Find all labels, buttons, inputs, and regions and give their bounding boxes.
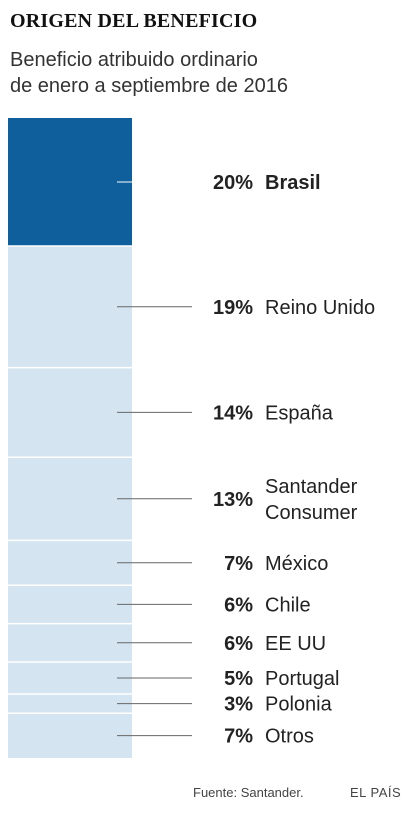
bar-segment [8,118,132,246]
source-note: Fuente: Santander. [193,785,304,800]
category-label: Polonia [265,694,333,716]
category-label: Otros [265,726,314,748]
value-label: 3% [224,694,253,716]
publisher-logo: EL PAÍS [350,785,402,800]
category-label: Chile [265,594,311,616]
bar-segment [8,540,132,586]
value-label: 5% [224,668,253,690]
bar-segment [8,367,132,458]
category-label: EE UU [265,633,326,655]
category-label: Reino Unido [265,297,375,319]
bar-segment [8,623,132,662]
value-label: 7% [224,726,253,748]
bar-segment [8,662,132,694]
bar-segment [8,713,132,758]
bar-segment [8,585,132,624]
subtitle-line-2: de enero a septiembre de 2016 [10,75,288,97]
category-label: Consumer [265,502,358,524]
value-label: 6% [224,633,253,655]
category-label: Brasil [265,172,321,194]
subtitle-line-1: Beneficio atribuido ordinario [10,49,258,71]
chart-subtitle: Beneficio atribuido ordinario de enero a… [10,47,410,99]
value-label: 7% [224,553,253,575]
category-label: España [265,402,334,424]
bar-segment [8,246,132,368]
value-label: 20% [213,172,253,194]
bar-segment [8,694,132,714]
chart-title: ORIGEN DEL BENEFICIO [10,10,258,32]
category-label: Santander [265,476,358,498]
category-label: Portugal [265,668,340,690]
value-label: 6% [224,594,253,616]
category-label: México [265,553,328,575]
bar-segment [8,457,132,541]
value-label: 13% [213,489,253,511]
value-label: 14% [213,402,253,424]
value-label: 19% [213,297,253,319]
